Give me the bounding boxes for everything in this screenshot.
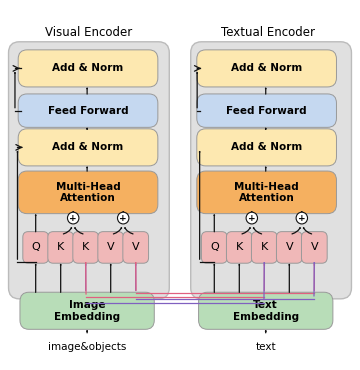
Circle shape [67,212,79,224]
Text: Add & Norm: Add & Norm [231,63,302,73]
FancyArrowPatch shape [17,152,18,259]
FancyBboxPatch shape [199,292,333,329]
FancyArrowPatch shape [199,152,200,259]
Text: V: V [285,242,293,252]
FancyArrowPatch shape [125,228,133,234]
Circle shape [246,212,257,224]
FancyArrowPatch shape [85,265,86,290]
FancyArrowPatch shape [264,265,265,290]
FancyBboxPatch shape [18,171,158,213]
FancyBboxPatch shape [98,232,123,263]
FancyArrowPatch shape [314,265,315,290]
Text: K: K [57,242,64,252]
Text: text: text [256,342,276,351]
Text: Add & Norm: Add & Norm [231,142,302,152]
FancyBboxPatch shape [18,94,158,127]
Text: +: + [69,213,77,222]
FancyArrowPatch shape [135,263,136,290]
Text: Add & Norm: Add & Norm [53,63,123,73]
Text: +: + [120,213,127,222]
Text: Image
Embedding: Image Embedding [54,300,120,322]
FancyArrowPatch shape [214,215,215,232]
FancyBboxPatch shape [276,232,302,263]
FancyBboxPatch shape [197,94,337,127]
FancyArrowPatch shape [214,265,215,292]
Text: V: V [107,242,114,252]
Text: Add & Norm: Add & Norm [53,142,123,152]
FancyArrowPatch shape [264,263,265,300]
FancyArrowPatch shape [314,263,315,296]
Circle shape [117,212,129,224]
FancyArrowPatch shape [303,228,312,234]
FancyArrowPatch shape [265,88,266,94]
FancyArrowPatch shape [265,167,266,171]
FancyArrowPatch shape [85,263,86,294]
Text: Feed Forward: Feed Forward [48,106,128,116]
FancyBboxPatch shape [202,232,227,263]
FancyBboxPatch shape [48,232,73,263]
Text: K: K [82,242,89,252]
FancyBboxPatch shape [301,232,327,263]
Text: K: K [261,242,268,252]
Text: Textual Encoder: Textual Encoder [221,26,315,39]
Circle shape [296,212,307,224]
FancyBboxPatch shape [191,42,351,299]
Text: Feed Forward: Feed Forward [226,106,307,116]
FancyArrowPatch shape [265,331,266,333]
FancyBboxPatch shape [197,50,337,87]
FancyArrowPatch shape [292,228,300,234]
FancyBboxPatch shape [20,292,154,329]
FancyBboxPatch shape [18,50,158,87]
Text: V: V [132,242,140,252]
Text: Q: Q [31,242,40,252]
Text: Multi-Head
Attention: Multi-Head Attention [56,182,120,203]
Text: image&objects: image&objects [48,342,126,351]
FancyBboxPatch shape [251,232,277,263]
FancyArrowPatch shape [242,228,250,234]
Text: Multi-Head
Attention: Multi-Head Attention [234,182,299,203]
FancyBboxPatch shape [226,232,252,263]
FancyBboxPatch shape [123,232,149,263]
Text: Text
Embedding: Text Embedding [233,300,299,322]
Text: K: K [236,242,243,252]
FancyArrowPatch shape [35,215,36,232]
Text: V: V [311,242,318,252]
Text: +: + [298,213,306,222]
FancyArrowPatch shape [63,228,72,234]
FancyArrowPatch shape [253,228,262,234]
FancyArrowPatch shape [265,128,266,129]
FancyArrowPatch shape [60,265,61,292]
Text: Q: Q [210,242,219,252]
FancyBboxPatch shape [197,171,337,213]
FancyBboxPatch shape [197,129,337,166]
FancyBboxPatch shape [73,232,99,263]
FancyBboxPatch shape [23,232,49,263]
Text: Visual Encoder: Visual Encoder [45,26,132,39]
FancyArrowPatch shape [35,265,36,292]
FancyBboxPatch shape [9,42,169,299]
FancyBboxPatch shape [18,129,158,166]
FancyArrowPatch shape [135,265,136,290]
Text: +: + [248,213,256,222]
FancyArrowPatch shape [113,228,122,234]
FancyArrowPatch shape [75,228,83,234]
